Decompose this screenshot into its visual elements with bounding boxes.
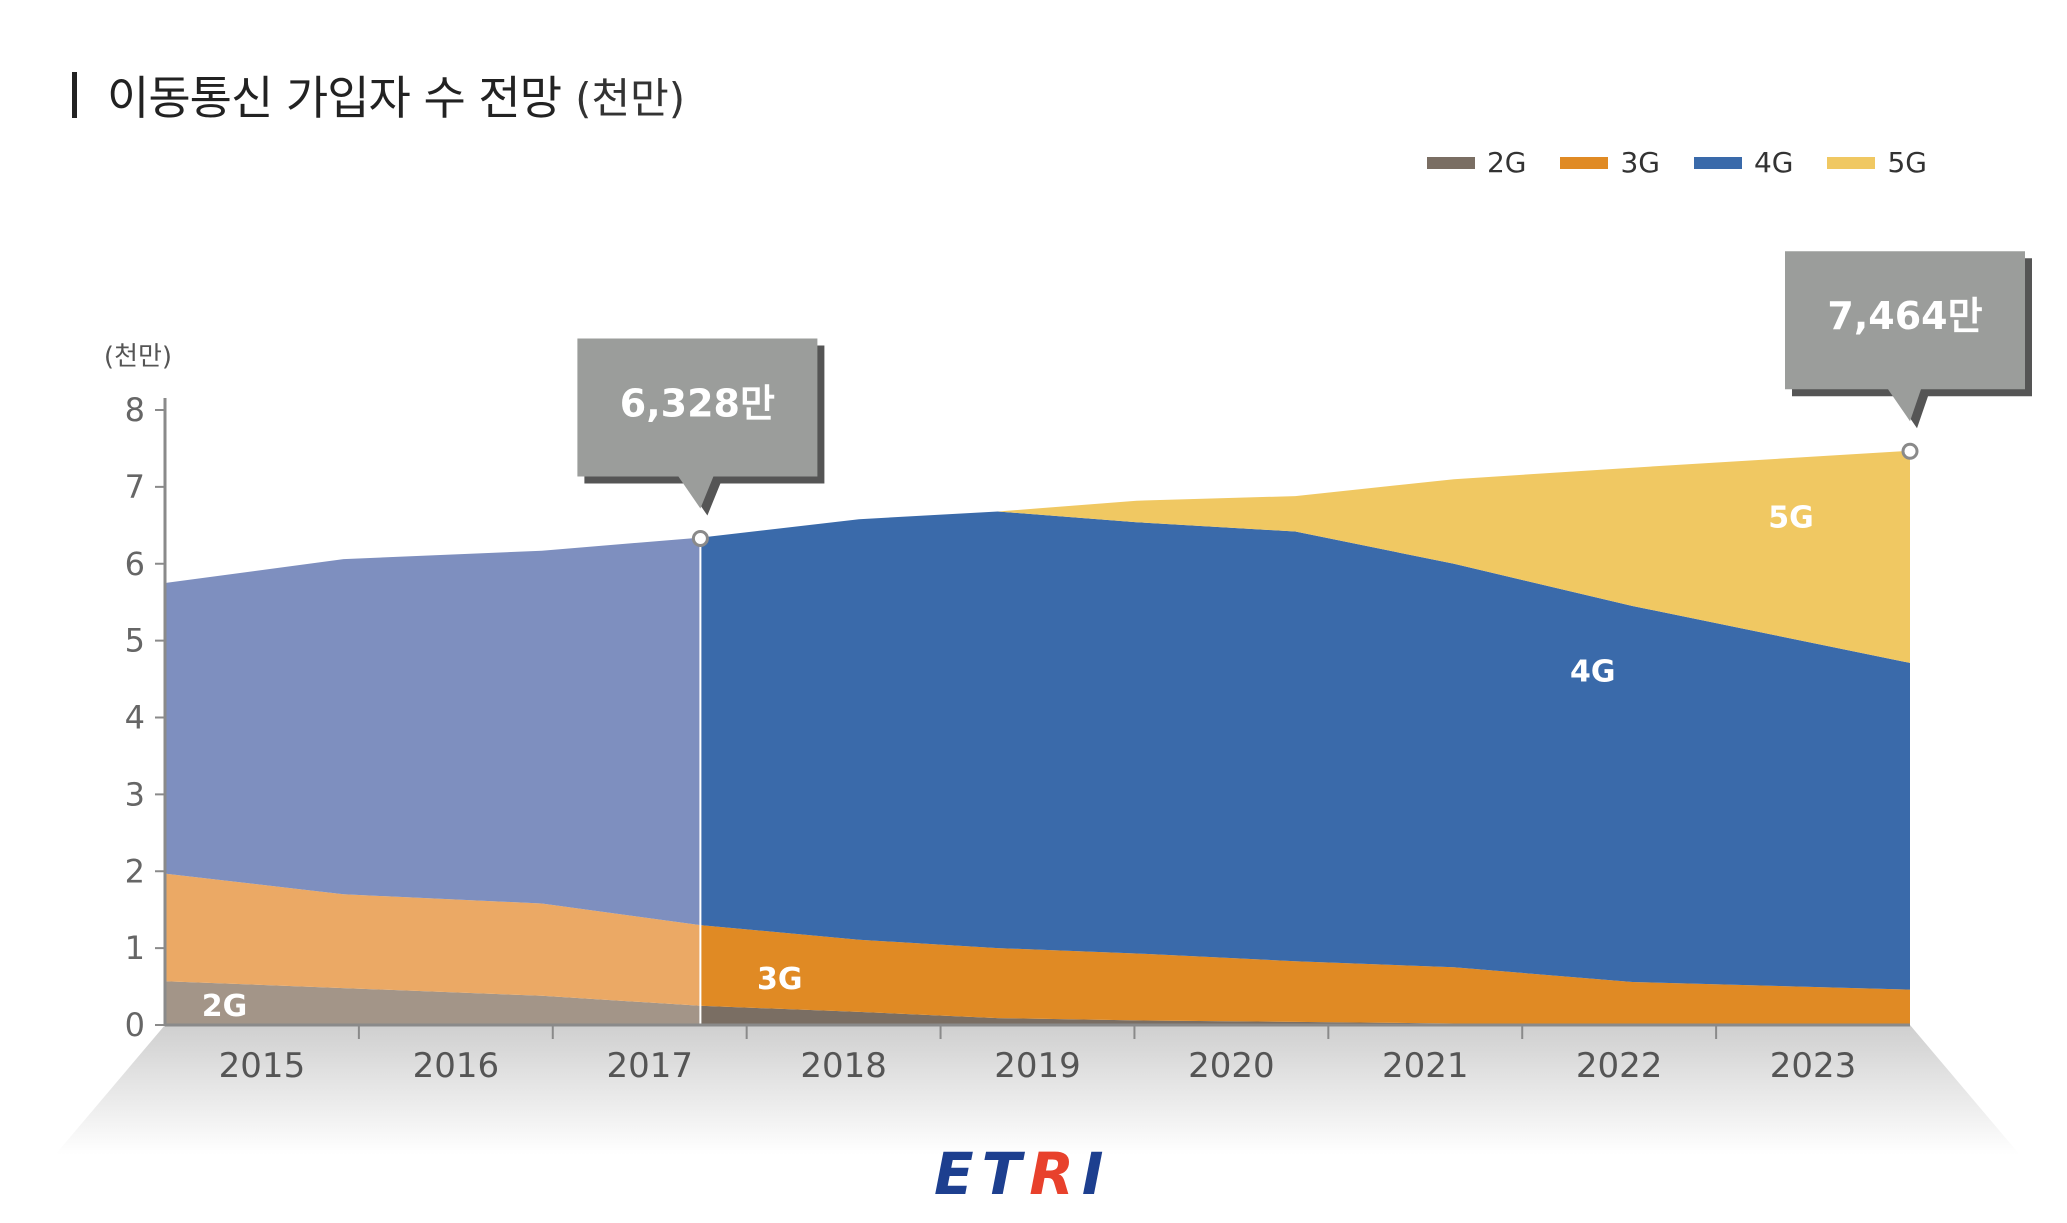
area-5g xyxy=(700,450,1910,663)
x-tick-label: 2018 xyxy=(800,1046,887,1086)
legend-swatch-2g xyxy=(1426,156,1475,169)
y-tick-label: 1 xyxy=(125,929,145,967)
x-tick-label: 2019 xyxy=(994,1046,1081,1086)
title-accent-bar xyxy=(72,72,77,118)
callout-box xyxy=(577,338,818,509)
x-tick-label: 2017 xyxy=(606,1046,693,1086)
logo-text-r: R xyxy=(1029,1140,1082,1208)
area-3g-past xyxy=(165,873,701,1006)
legend-item-2g: 2G xyxy=(1426,146,1527,179)
chart-floor xyxy=(55,1025,2020,1155)
area-label-5g: 5G xyxy=(1768,501,1814,536)
y-axis-label: (천만) xyxy=(104,342,172,372)
legend-item-4g: 4G xyxy=(1693,146,1794,179)
callout-marker xyxy=(691,530,709,548)
area-label-4g: 4G xyxy=(1570,654,1616,689)
y-tick-label: 7 xyxy=(125,468,145,506)
legend-swatch-5g xyxy=(1827,156,1876,169)
y-tick-label: 5 xyxy=(125,622,145,660)
y-tick-label: 0 xyxy=(125,1006,145,1044)
x-tick-label: 2023 xyxy=(1770,1046,1857,1086)
legend-item-5g: 5G xyxy=(1827,146,1927,179)
legend-label-2g: 2G xyxy=(1486,146,1527,179)
logo-text-i: I xyxy=(1081,1140,1112,1208)
area-label-3g: 3G xyxy=(757,962,803,997)
area-2g-past xyxy=(165,981,701,1025)
callout: 6,328만 xyxy=(577,338,825,548)
legend-label-3g: 3G xyxy=(1620,146,1660,179)
area-4g-past xyxy=(165,537,701,926)
y-tick-label: 8 xyxy=(125,391,145,429)
callout-value: 7,464만 xyxy=(1827,294,1982,338)
callout: 7,464만 xyxy=(1785,251,2032,460)
area-3g xyxy=(700,925,1910,1025)
x-tick-label: 2021 xyxy=(1382,1046,1469,1086)
area-2g xyxy=(700,1005,1910,1025)
legend-item-3g: 3G xyxy=(1560,146,1660,179)
legend-label-5g: 5G xyxy=(1887,146,1927,179)
callout-value: 6,328만 xyxy=(620,382,775,426)
chart-legend: 2G 3G 4G 5G xyxy=(1426,146,1927,179)
x-tick-label: 2020 xyxy=(1188,1046,1275,1086)
chart-title-unit: (천만) xyxy=(575,73,686,123)
area-4g xyxy=(700,511,1910,990)
y-tick-label: 3 xyxy=(125,775,145,813)
callout-box xyxy=(1785,251,2025,422)
x-tick-label: 2022 xyxy=(1576,1046,1663,1086)
legend-label-4g: 4G xyxy=(1753,146,1794,179)
y-tick-label: 2 xyxy=(125,852,145,890)
area-label-2g: 2G xyxy=(202,989,248,1024)
y-tick-label: 6 xyxy=(125,545,145,583)
y-tick-label: 4 xyxy=(125,699,145,737)
callout-marker xyxy=(1901,442,1919,460)
etri-logo: ET R I xyxy=(934,1140,1111,1208)
chart-title: 이동통신 가입자 수 전망 xyxy=(107,71,562,125)
legend-swatch-4g xyxy=(1693,156,1742,169)
x-tick-label: 2016 xyxy=(413,1046,500,1086)
logo-text-et: ET xyxy=(934,1140,1030,1208)
title-area: 이동통신 가입자 수 전망 (천만) xyxy=(72,62,685,128)
legend-swatch-3g xyxy=(1560,156,1609,169)
x-tick-label: 2015 xyxy=(219,1046,306,1086)
